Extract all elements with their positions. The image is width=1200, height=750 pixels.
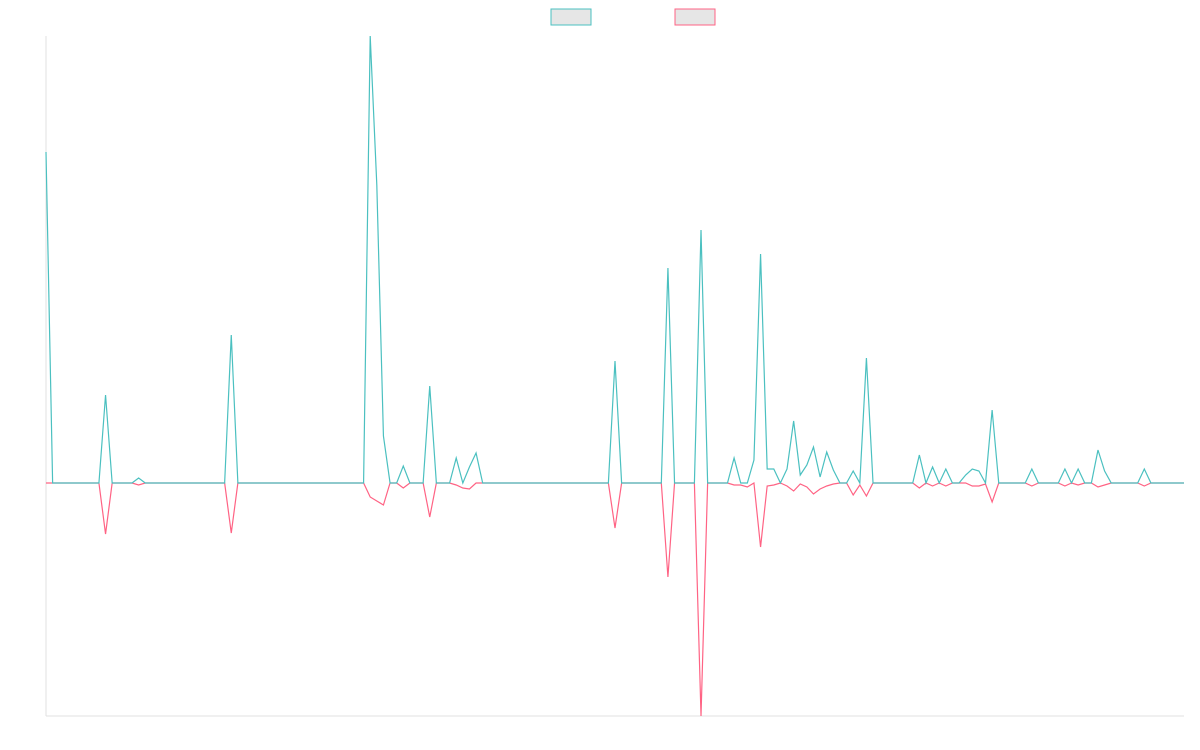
line-series: [46, 481, 1184, 717]
line-series: [45, 35, 1184, 486]
legend-swatch: [550, 8, 592, 26]
legend-swatch: [674, 8, 716, 26]
